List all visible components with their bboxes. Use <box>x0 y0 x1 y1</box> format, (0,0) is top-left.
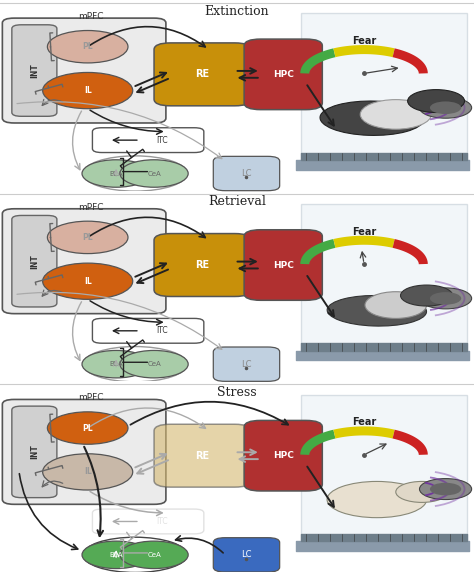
Circle shape <box>47 221 128 253</box>
Text: RE: RE <box>196 260 210 270</box>
Circle shape <box>43 454 133 490</box>
Text: HPC: HPC <box>273 260 294 269</box>
Ellipse shape <box>365 292 427 319</box>
FancyBboxPatch shape <box>12 406 57 498</box>
FancyBboxPatch shape <box>2 18 166 123</box>
Text: IL: IL <box>84 86 91 95</box>
Circle shape <box>401 285 453 306</box>
FancyBboxPatch shape <box>12 216 57 307</box>
Circle shape <box>419 288 472 309</box>
Text: Fear: Fear <box>352 227 376 237</box>
FancyBboxPatch shape <box>154 43 251 106</box>
Text: RE: RE <box>196 451 210 460</box>
Text: RE: RE <box>196 69 210 80</box>
Circle shape <box>47 412 128 444</box>
FancyBboxPatch shape <box>244 39 322 110</box>
Circle shape <box>120 351 188 378</box>
Circle shape <box>120 160 188 187</box>
FancyBboxPatch shape <box>12 25 57 116</box>
Text: HPC: HPC <box>273 451 294 460</box>
Circle shape <box>430 292 461 305</box>
Text: ITC: ITC <box>156 517 168 526</box>
Circle shape <box>430 101 461 114</box>
Text: mPFC: mPFC <box>78 12 104 21</box>
FancyBboxPatch shape <box>92 128 204 153</box>
FancyBboxPatch shape <box>301 13 467 164</box>
FancyBboxPatch shape <box>244 230 322 300</box>
FancyBboxPatch shape <box>154 424 251 487</box>
Text: Fear: Fear <box>352 36 376 46</box>
FancyBboxPatch shape <box>2 209 166 313</box>
Text: CeA: CeA <box>147 552 161 558</box>
Text: ITC: ITC <box>156 326 168 335</box>
Text: Extinction: Extinction <box>205 5 269 18</box>
FancyBboxPatch shape <box>213 156 280 190</box>
Text: Stress: Stress <box>217 386 257 399</box>
Ellipse shape <box>327 296 427 326</box>
Circle shape <box>120 541 188 569</box>
FancyBboxPatch shape <box>2 399 166 505</box>
Circle shape <box>408 90 465 113</box>
Ellipse shape <box>360 100 431 129</box>
Text: BLA: BLA <box>109 361 123 367</box>
Text: Fear: Fear <box>352 418 376 427</box>
Text: ITC: ITC <box>156 136 168 145</box>
Text: PL: PL <box>82 233 93 242</box>
Circle shape <box>47 30 128 63</box>
FancyBboxPatch shape <box>301 204 467 355</box>
Ellipse shape <box>327 482 427 518</box>
Text: LC: LC <box>241 360 252 369</box>
Text: HPC: HPC <box>273 70 294 79</box>
Text: INT: INT <box>30 254 39 269</box>
Circle shape <box>430 483 461 495</box>
FancyBboxPatch shape <box>92 509 204 534</box>
Circle shape <box>82 160 150 187</box>
FancyBboxPatch shape <box>213 347 280 382</box>
Text: BLA: BLA <box>109 170 123 177</box>
Circle shape <box>82 351 150 378</box>
Circle shape <box>419 479 472 499</box>
Ellipse shape <box>320 101 424 136</box>
Circle shape <box>396 482 448 502</box>
Text: LC: LC <box>241 550 252 559</box>
Text: INT: INT <box>30 444 39 459</box>
Text: INT: INT <box>30 63 39 78</box>
Text: BLA: BLA <box>109 552 123 558</box>
FancyBboxPatch shape <box>154 233 251 296</box>
Text: LC: LC <box>241 169 252 178</box>
FancyBboxPatch shape <box>92 319 204 343</box>
FancyBboxPatch shape <box>213 538 280 572</box>
Text: mPFC: mPFC <box>78 394 104 402</box>
Text: IL: IL <box>84 467 91 476</box>
FancyBboxPatch shape <box>244 420 322 491</box>
Circle shape <box>43 263 133 299</box>
Text: CeA: CeA <box>147 170 161 177</box>
Text: PL: PL <box>82 423 93 432</box>
Text: mPFC: mPFC <box>78 202 104 212</box>
Text: CeA: CeA <box>147 361 161 367</box>
Circle shape <box>43 73 133 109</box>
Circle shape <box>419 97 472 118</box>
Text: Retrieval: Retrieval <box>208 196 266 208</box>
FancyBboxPatch shape <box>301 395 467 545</box>
Text: PL: PL <box>82 42 93 51</box>
Circle shape <box>82 541 150 569</box>
Text: IL: IL <box>84 277 91 286</box>
